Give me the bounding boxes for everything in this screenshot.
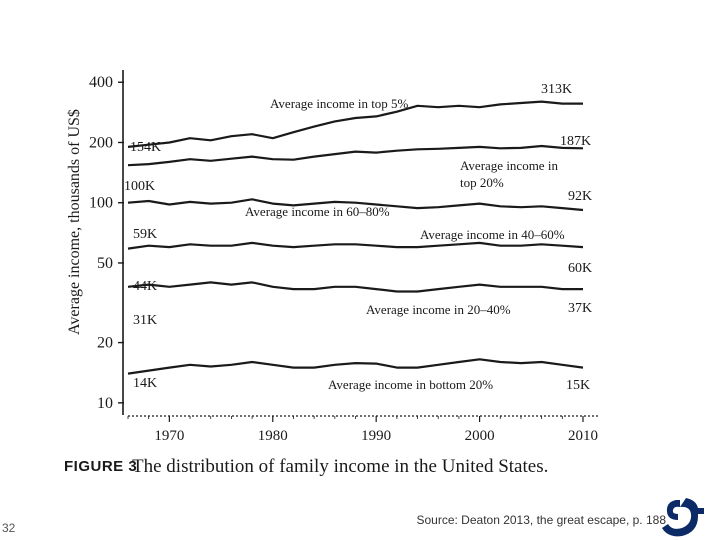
series-start-label: 59K bbox=[133, 227, 157, 242]
y-tick-label: 200 bbox=[89, 134, 113, 151]
y-tick-label: 50 bbox=[97, 255, 113, 272]
x-tick-label: 1970 bbox=[154, 428, 184, 444]
y-axis-label: Average income, thousands of US$ bbox=[66, 109, 83, 335]
series-line-6 bbox=[127, 358, 584, 375]
series-name-label: Average income in 40–60% bbox=[420, 227, 565, 242]
series-start-label: 100K bbox=[124, 179, 155, 194]
series-end-label: 37K bbox=[568, 301, 592, 316]
series-end-label: 60K bbox=[568, 261, 592, 276]
series-line-4 bbox=[127, 241, 584, 250]
y-tick-label: 20 bbox=[97, 335, 113, 352]
series-start-label: 44K bbox=[133, 279, 157, 294]
source-citation: Source: Deaton 2013, the great escape, p… bbox=[416, 513, 666, 527]
series-start-label: 31K bbox=[133, 313, 157, 328]
series-name-label: Average income in top 5% bbox=[270, 96, 409, 111]
series-end-label: 187K bbox=[560, 134, 591, 149]
series-end-label: 313K bbox=[541, 82, 572, 97]
x-tick-label: 1980 bbox=[258, 428, 288, 444]
logo-icon bbox=[662, 498, 704, 537]
series-line-1 bbox=[127, 100, 583, 148]
series-name-label: Average income in 60–80% bbox=[245, 204, 390, 219]
figure-label: FIGURE 3 bbox=[64, 458, 138, 475]
series-start-label: 14K bbox=[133, 376, 157, 391]
y-tick-label: 10 bbox=[97, 395, 113, 412]
series-end-label: 15K bbox=[566, 378, 590, 393]
y-tick-label: 100 bbox=[89, 195, 113, 212]
series-line-5 bbox=[127, 281, 583, 293]
x-tick-label: 2010 bbox=[568, 428, 598, 444]
slide-number: 32 bbox=[2, 521, 16, 535]
x-tick-label: 1990 bbox=[361, 428, 391, 444]
series-line-3 bbox=[127, 198, 584, 212]
series-end-label: 92K bbox=[568, 189, 592, 204]
x-tick-label: 2000 bbox=[465, 428, 495, 444]
figure-caption: The distribution of family income in the… bbox=[132, 456, 549, 477]
series-name-label: Average income in bottom 20% bbox=[328, 377, 493, 392]
series-start-label: 154K bbox=[130, 140, 161, 155]
y-tick-label: 400 bbox=[89, 74, 113, 91]
series-line-2 bbox=[127, 144, 584, 167]
series-name-label: Average income in 20–40% bbox=[366, 302, 511, 317]
series-name-label: Average income in top 20% bbox=[460, 158, 558, 190]
